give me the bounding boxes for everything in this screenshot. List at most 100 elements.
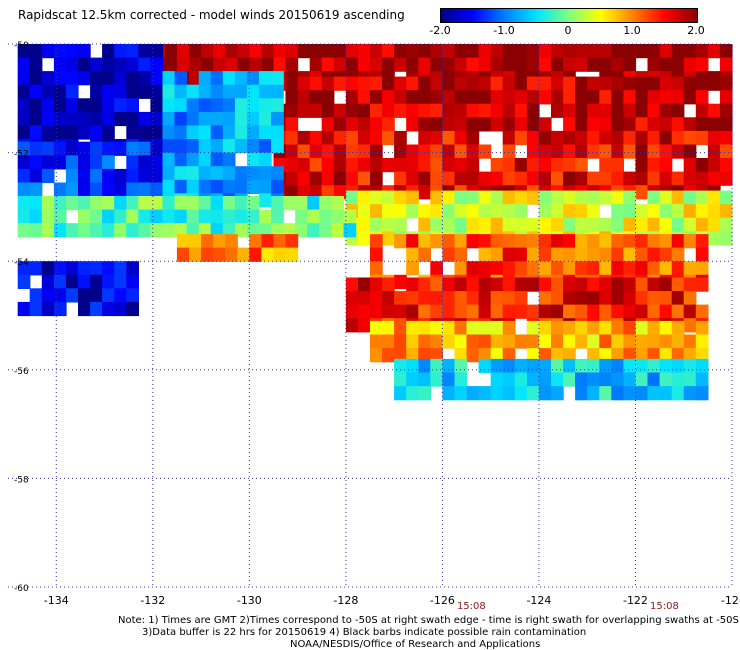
wind-cell bbox=[502, 204, 516, 219]
wind-cell bbox=[563, 320, 576, 336]
wind-cell bbox=[538, 190, 552, 205]
wind-cell bbox=[271, 84, 284, 99]
wind-cell bbox=[563, 277, 576, 292]
wind-cell bbox=[526, 261, 540, 276]
wind-cell bbox=[370, 130, 383, 146]
wind-cell bbox=[53, 209, 67, 224]
wind-cell bbox=[563, 204, 576, 219]
wind-cell bbox=[406, 320, 419, 336]
wind-cell bbox=[17, 71, 31, 86]
wind-cell bbox=[490, 348, 504, 363]
wind-cell bbox=[222, 152, 236, 167]
wind-cell bbox=[466, 158, 480, 173]
wind-cell bbox=[502, 372, 516, 387]
swath-time-label: 15:08 bbox=[456, 601, 486, 612]
wind-cell bbox=[442, 277, 456, 292]
wind-cell bbox=[695, 76, 709, 91]
wind-cell bbox=[213, 44, 226, 59]
wind-cell bbox=[563, 57, 576, 72]
wind-cell bbox=[259, 152, 272, 167]
wind-cell bbox=[259, 98, 272, 113]
wind-cell bbox=[222, 84, 236, 99]
wind-cell bbox=[599, 247, 612, 262]
wind-cell bbox=[635, 130, 649, 146]
wind-cell bbox=[466, 44, 480, 59]
wind-cell bbox=[671, 57, 685, 72]
wind-cell bbox=[587, 90, 600, 105]
wind-cell bbox=[418, 386, 431, 401]
wind-cell bbox=[357, 103, 371, 118]
wind-cell bbox=[162, 223, 176, 238]
wind-cell bbox=[635, 334, 649, 349]
wind-cell bbox=[29, 44, 43, 59]
wind-cell bbox=[671, 386, 685, 401]
wind-cell bbox=[345, 130, 359, 146]
wind-cell bbox=[430, 261, 443, 276]
wind-cell bbox=[90, 98, 103, 113]
wind-cell bbox=[138, 125, 151, 140]
wind-cell bbox=[563, 130, 576, 146]
wind-cell bbox=[222, 71, 236, 86]
wind-cell bbox=[186, 179, 200, 194]
wind-cell bbox=[671, 144, 685, 159]
wind-cell bbox=[41, 168, 55, 184]
wind-cell bbox=[599, 90, 612, 105]
wind-cell bbox=[138, 57, 151, 72]
wind-cell bbox=[41, 196, 55, 211]
wind-cell bbox=[150, 182, 164, 197]
wind-cell bbox=[647, 348, 661, 363]
wind-cell bbox=[246, 125, 260, 140]
wind-cell bbox=[114, 168, 127, 184]
wind-cell bbox=[490, 44, 504, 59]
wind-cell bbox=[174, 111, 188, 127]
wind-cell bbox=[502, 117, 516, 132]
wind-cell bbox=[587, 261, 600, 276]
wind-cell bbox=[478, 247, 492, 262]
wind-cell bbox=[587, 217, 600, 232]
wind-cell bbox=[442, 90, 456, 105]
wind-cell bbox=[430, 76, 443, 91]
wind-cell bbox=[343, 209, 357, 224]
wind-cell bbox=[538, 304, 552, 319]
wind-cell bbox=[29, 301, 43, 317]
wind-cell bbox=[611, 117, 624, 132]
wind-cell bbox=[526, 277, 540, 292]
wind-cell bbox=[357, 158, 371, 173]
wind-cell bbox=[297, 76, 311, 91]
wind-cell bbox=[90, 71, 103, 86]
wind-cell bbox=[599, 190, 612, 205]
wind-cell bbox=[683, 277, 697, 292]
wind-cell bbox=[623, 76, 637, 91]
wind-cell bbox=[599, 320, 612, 336]
wind-cell bbox=[418, 291, 431, 306]
wind-cell bbox=[587, 386, 600, 401]
wind-cell bbox=[514, 76, 528, 91]
wind-cell bbox=[53, 261, 67, 276]
y-tick-label: -58 bbox=[14, 475, 29, 485]
wind-cell bbox=[90, 182, 103, 197]
wind-cell bbox=[114, 223, 127, 238]
wind-cell bbox=[126, 141, 139, 156]
colorbar-tick-label: 1.0 bbox=[623, 24, 641, 37]
wind-cell bbox=[695, 204, 709, 219]
wind-cell bbox=[538, 117, 552, 132]
wind-cell bbox=[162, 98, 176, 113]
wind-cell bbox=[719, 90, 733, 105]
wind-cell bbox=[490, 171, 504, 186]
wind-cell bbox=[514, 117, 528, 132]
wind-cell bbox=[186, 209, 200, 224]
wind-cell bbox=[162, 179, 176, 194]
wind-cell bbox=[102, 182, 115, 197]
wind-cell bbox=[186, 139, 200, 154]
wind-cell bbox=[102, 168, 115, 184]
wind-cell bbox=[65, 84, 79, 99]
wind-cell bbox=[357, 57, 371, 72]
wind-cell bbox=[454, 348, 468, 363]
wind-cell bbox=[514, 386, 528, 401]
wind-cell bbox=[623, 44, 637, 59]
wind-cell bbox=[234, 139, 248, 154]
wind-cell bbox=[150, 98, 164, 113]
wind-cell bbox=[502, 217, 516, 232]
wind-cell bbox=[102, 44, 115, 59]
wind-cell bbox=[466, 348, 480, 363]
